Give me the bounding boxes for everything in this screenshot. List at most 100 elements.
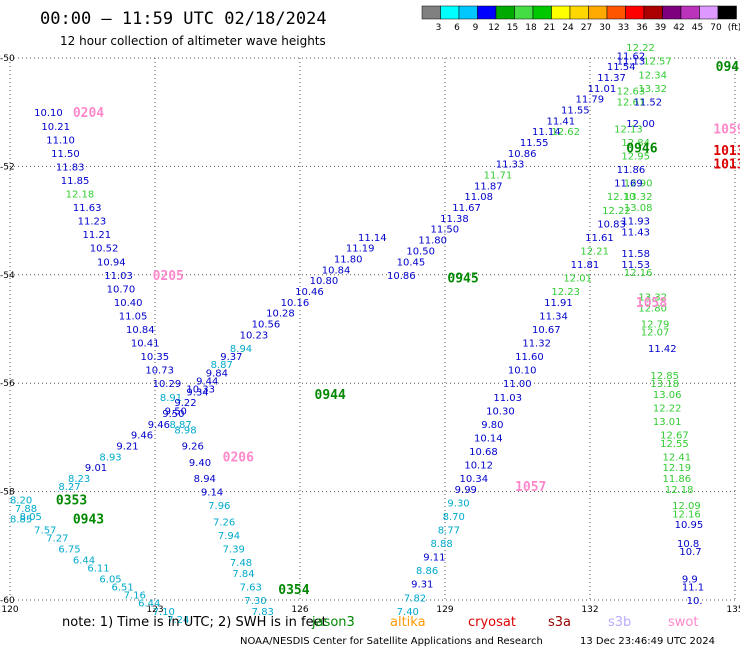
wave-height-value: 10.94 <box>97 257 126 268</box>
pass-time-label: 0945 <box>447 272 478 287</box>
wave-height-value: 10.29 <box>153 379 182 390</box>
wave-height-value: 8.91 <box>160 393 182 404</box>
wave-height-value: 12.13 <box>614 124 643 135</box>
wave-height-value: 11.37 <box>597 73 626 84</box>
wave-height-value: 10.45 <box>397 257 426 268</box>
wave-height-value: 13.08 <box>624 203 653 214</box>
wave-height-value: 12.67 <box>660 431 689 442</box>
wave-height-value: 11.23 <box>78 217 107 228</box>
wave-height-value: 10.14 <box>474 433 503 444</box>
wave-height-value: 11.53 <box>621 260 650 271</box>
wave-height-value: 9.34 <box>186 387 208 398</box>
wave-height-value: 11.62 <box>617 51 646 62</box>
wave-height-value: 12.55 <box>660 439 689 450</box>
wave-height-value: 10.23 <box>240 330 269 341</box>
wave-height-value: 7.57 <box>34 526 56 537</box>
wave-height-value: 13.32 <box>638 84 667 95</box>
colorbar-label: 15 <box>507 23 518 33</box>
wave-height-value: 11.21 <box>83 230 112 241</box>
satellite-legend-item: altika <box>390 615 426 630</box>
wave-height-value: 12.09 <box>672 501 701 512</box>
wave-height-value: 9.31 <box>411 580 433 591</box>
wave-height-value: 7.94 <box>218 531 240 542</box>
wave-height-value: 11.32 <box>522 339 551 350</box>
wave-height-value: 8.94 <box>194 474 216 485</box>
wave-height-value: 11.08 <box>464 192 493 203</box>
satellite-legend-item: cryosat <box>468 615 516 630</box>
wave-height-value: 8.87 <box>170 420 192 431</box>
wave-height-value: 10. <box>687 596 703 607</box>
wave-height-value: 7.48 <box>230 558 252 569</box>
wave-height-value: 9.22 <box>174 398 196 409</box>
wave-height-value: 10.84 <box>322 265 351 276</box>
wave-height-value: 11.50 <box>431 225 460 236</box>
wave-height-value: 10.83 <box>597 219 626 230</box>
wave-height-value: 12.79 <box>641 320 670 331</box>
x-tick-label: 129 <box>436 605 453 615</box>
wave-height-value: 10.86 <box>387 271 416 282</box>
wave-height-value: 10.34 <box>460 474 489 485</box>
pass-time-label: 1059 <box>713 122 740 137</box>
wave-height-value: 12.18 <box>66 190 95 201</box>
wave-height-value: 9.50 <box>165 406 187 417</box>
x-tick-label: 135 <box>726 605 740 615</box>
wave-height-value: 11.10 <box>46 135 75 146</box>
wave-height-value: 11.86 <box>617 165 646 176</box>
wave-height-value: 9.44 <box>196 376 218 387</box>
wave-height-value: 10.28 <box>266 309 295 320</box>
colorbar-swatch <box>680 5 700 20</box>
wave-height-value: 13.01 <box>653 417 682 428</box>
wave-height-value: 10.30 <box>486 406 515 417</box>
wave-height-value: 9.9 <box>682 574 698 585</box>
wave-height-value: 13.32 <box>638 292 667 303</box>
wave-height-value: 9.46 <box>131 431 153 442</box>
wave-height-value: 11.83 <box>56 162 85 173</box>
colorbar-label: 27 <box>581 23 592 33</box>
wave-height-value: 11.80 <box>418 236 447 247</box>
satellite-legend-item: jason3 <box>311 615 355 630</box>
satellite-legend-item: swot <box>668 615 698 630</box>
wave-height-value: 7.16 <box>124 591 146 602</box>
wave-height-value: 9.84 <box>206 368 228 379</box>
wave-height-value: 12.22 <box>602 206 631 217</box>
x-tick-label: 123 <box>146 605 163 615</box>
wave-height-value: 12.22 <box>626 43 655 54</box>
colorbar-swatch <box>717 5 737 20</box>
wave-height-value: 7.40 <box>397 607 419 618</box>
wave-height-value: 11.61 <box>585 233 614 244</box>
wave-height-value: 11.33 <box>496 160 525 171</box>
wave-height-value: 9.80 <box>481 420 503 431</box>
wave-height-value: 10.86 <box>508 149 537 160</box>
wave-height-value: 10.33 <box>186 385 215 396</box>
colorbar-label: 42 <box>673 23 684 33</box>
wave-height-value: 6.44 <box>73 555 95 566</box>
y-tick-label: -58 <box>0 488 15 498</box>
wave-height-value: 12.21 <box>580 246 609 257</box>
wave-height-value: 11.34 <box>539 311 568 322</box>
wave-height-value: 10.95 <box>675 520 704 531</box>
wave-height-value: 10.10 <box>508 366 537 377</box>
colorbar-swatch <box>495 5 515 20</box>
wave-height-value: 7.88 <box>15 504 37 515</box>
pass-time-label: 1058 <box>636 296 667 311</box>
wave-height-value: 8.05 <box>20 512 42 523</box>
colorbar-swatch <box>606 5 626 20</box>
axis-ticks: 120 123 126 129 132 135 -50 -52 -54 -56 -58 -60 <box>0 54 740 615</box>
wave-height-value: 12.41 <box>663 452 692 463</box>
colorbar-swatch <box>699 5 719 20</box>
pass-time-label: 1057 <box>515 480 546 495</box>
wave-height-value: 11.80 <box>334 255 363 266</box>
wave-height-value: 13.32 <box>624 192 653 203</box>
wave-height-value: 9.26 <box>182 442 204 453</box>
wave-height-value: 9.50 <box>162 409 184 420</box>
satellite-legend-item: s3a <box>548 615 571 630</box>
wave-height-value: 11.14 <box>532 127 561 138</box>
wave-height-value: 13.18 <box>650 379 679 390</box>
chart-subtitle: 12 hour collection of altimeter wave hei… <box>60 34 326 48</box>
wave-height-value: 12.61 <box>617 97 646 108</box>
wave-height-value: 10.8 <box>677 539 699 550</box>
pass-time-label: 0943 <box>73 513 104 528</box>
wave-height-value: 11.63 <box>73 203 102 214</box>
wave-height-value: 11.93 <box>621 217 650 228</box>
wave-height-value: 11.91 <box>544 298 573 309</box>
